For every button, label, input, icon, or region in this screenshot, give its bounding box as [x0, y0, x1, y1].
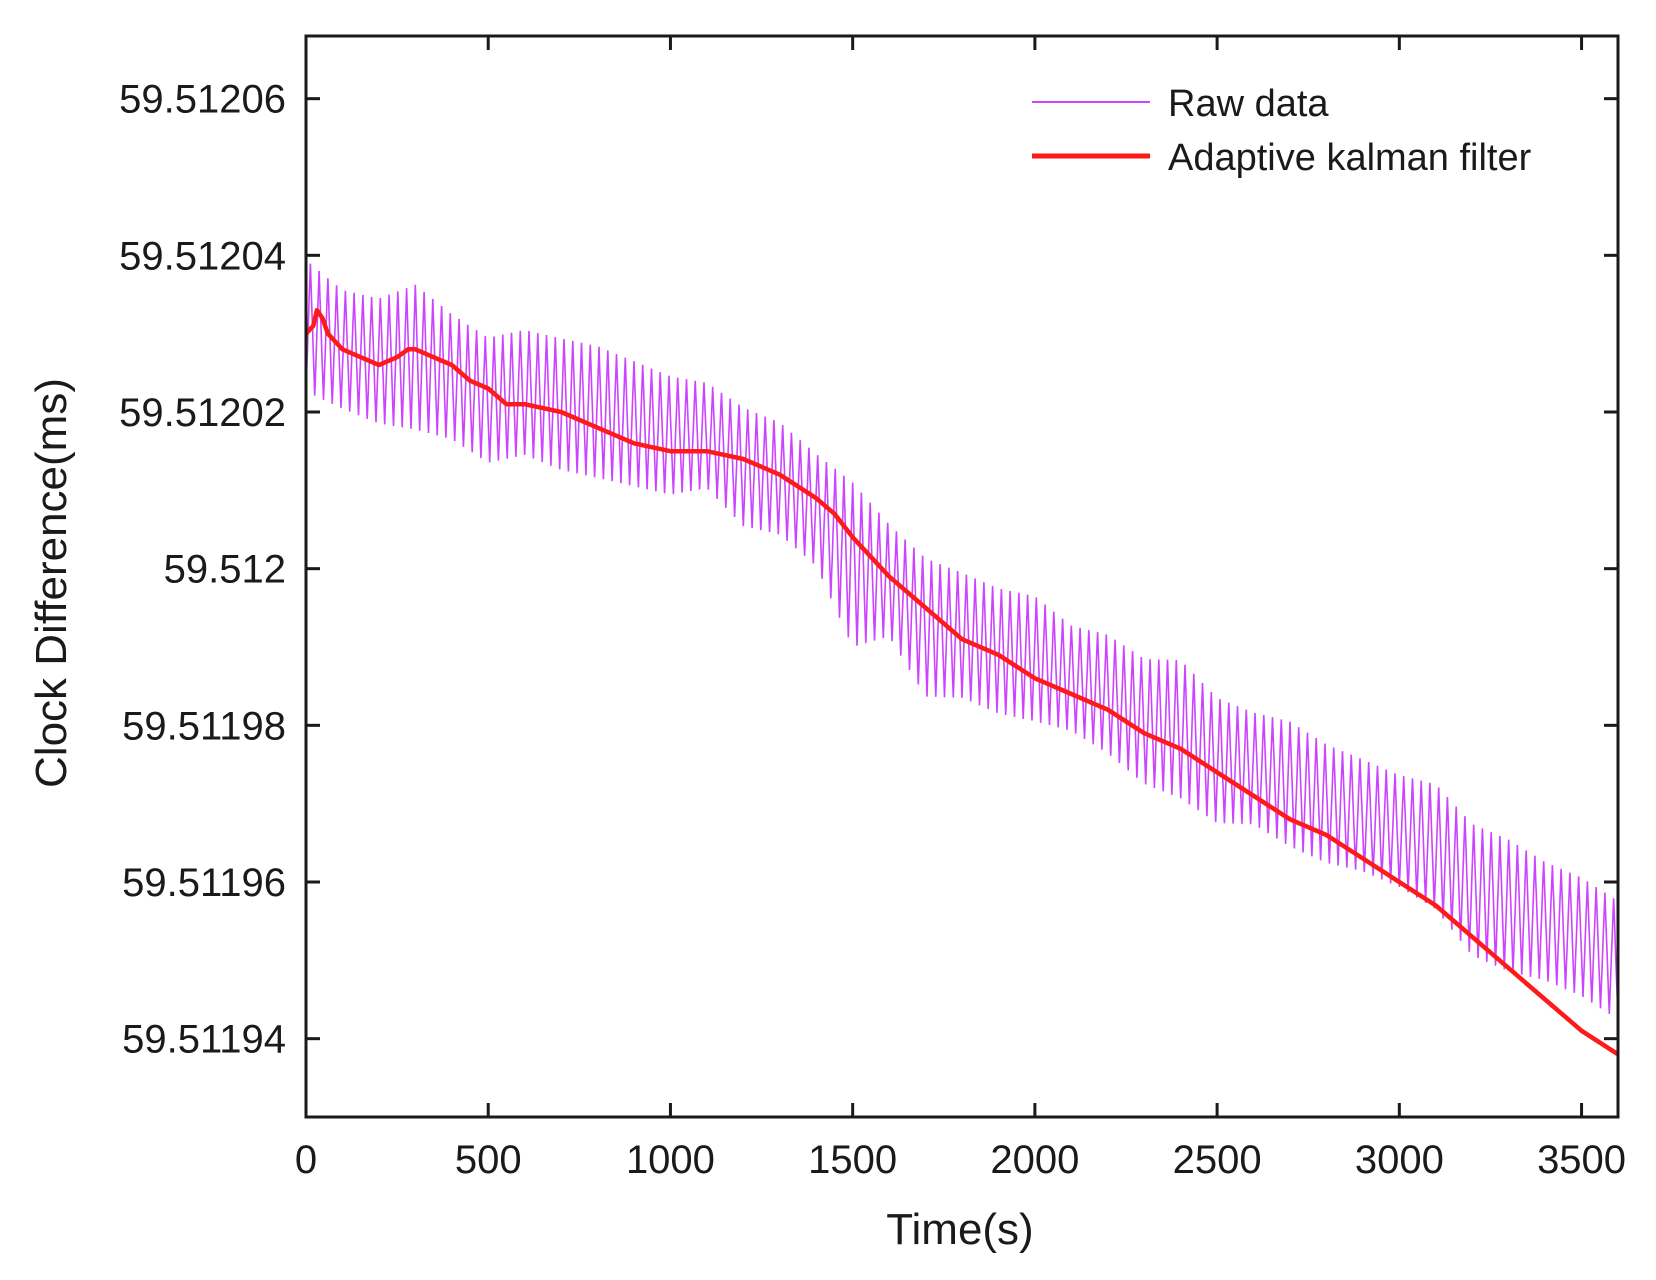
plot-area [304, 263, 1620, 1057]
y-tick-label: 59.51196 [122, 861, 286, 905]
x-tick-label: 2000 [990, 1138, 1079, 1182]
y-tick-label: 59.51202 [119, 391, 286, 435]
axes: 0 500 1000 1500 2000 2500 3000 3500 59.51194 59.5… [119, 34, 1626, 1182]
y-tick-label: 59.51206 [119, 78, 286, 122]
x-axis-title: Time(s) [886, 1205, 1033, 1254]
legend: Raw data Adaptive kalman filter [1005, 62, 1575, 197]
legend-box [1005, 62, 1575, 197]
y-tick-label: 59.51204 [119, 234, 286, 278]
axes-box [304, 34, 1620, 1119]
series-raw-data-line [305, 263, 1619, 1020]
y-axis-title: Clock Difference(ms) [27, 378, 76, 788]
x-tick-label: 3000 [1355, 1138, 1444, 1182]
y-tick-label: 59.51198 [122, 704, 286, 748]
legend-label-adaptive-kalman-filter: Adaptive kalman filter [1168, 137, 1532, 179]
x-tick-label: 2500 [1173, 1138, 1262, 1182]
x-tick-label: 0 [295, 1138, 317, 1182]
legend-label-raw-data: Raw data [1168, 83, 1329, 125]
x-tick-label: 1000 [626, 1138, 715, 1182]
x-tick-label: 3500 [1537, 1138, 1626, 1182]
x-tick-label: 500 [455, 1138, 522, 1182]
x-tick-label: 1500 [808, 1138, 897, 1182]
y-tick-label: 59.512 [164, 548, 286, 592]
series-adaptive-kalman-filter-line [304, 307, 1620, 1057]
y-tick-label: 59.51194 [122, 1018, 286, 1062]
